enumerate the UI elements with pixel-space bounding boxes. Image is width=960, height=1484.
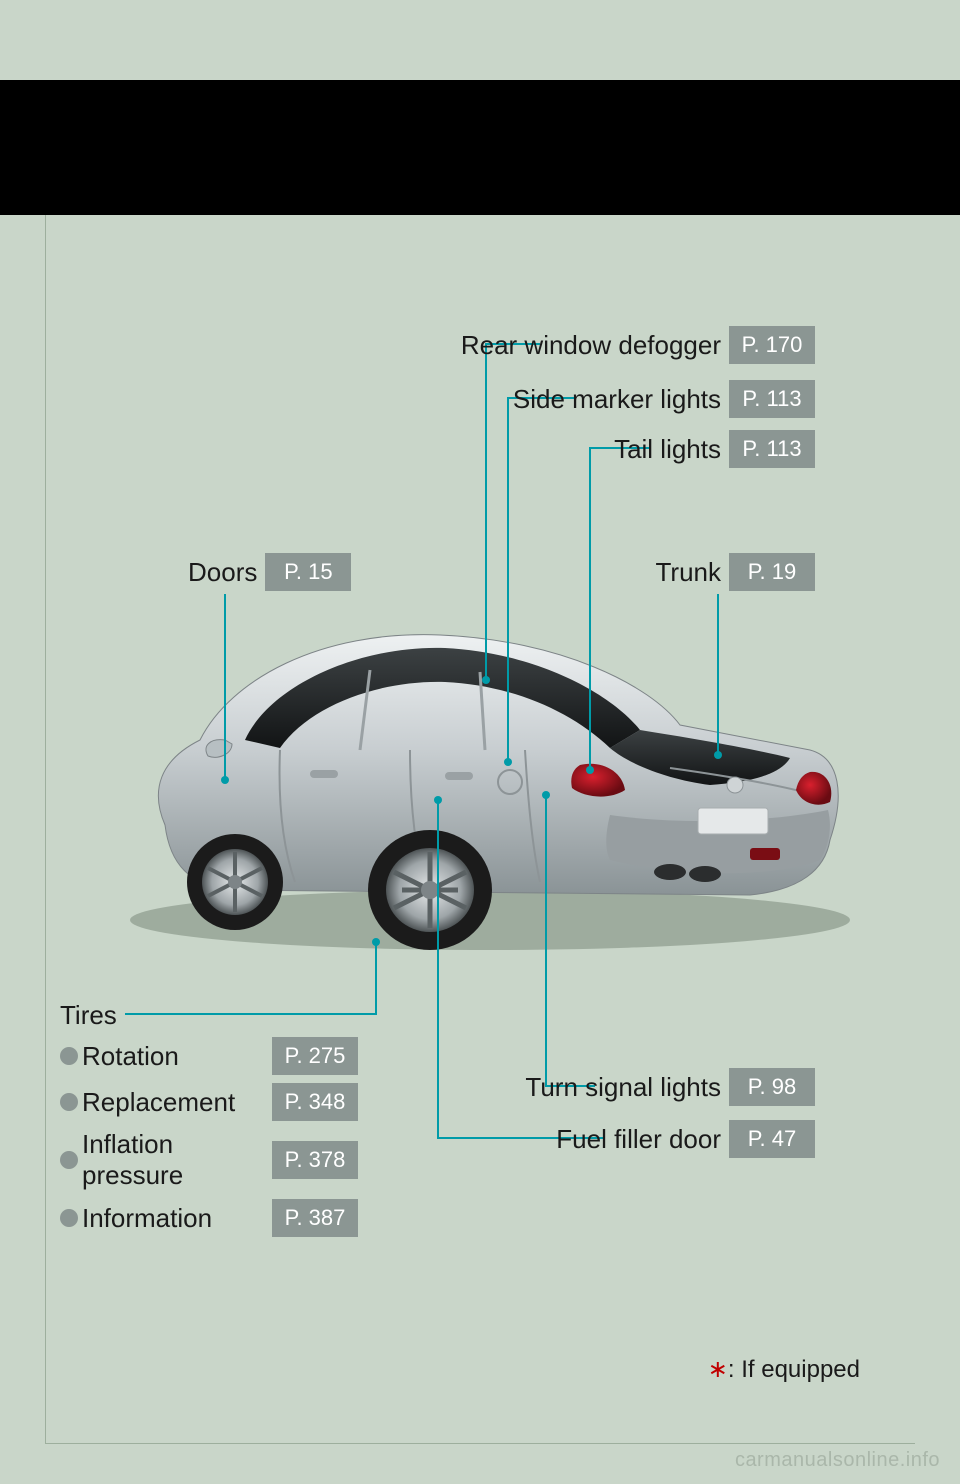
bullet-icon: [60, 1151, 78, 1169]
page-tag-rotation[interactable]: P. 275: [272, 1037, 358, 1075]
bullet-icon: [60, 1209, 78, 1227]
watermark: carmanualsonline.info: [735, 1449, 940, 1472]
callout-tail-lights: Tail lights P. 113: [614, 430, 815, 468]
page-tag-doors[interactable]: P. 15: [265, 553, 351, 591]
page-tag-side-marker-lights[interactable]: P. 113: [729, 380, 815, 418]
page-tag-information[interactable]: P. 387: [272, 1199, 358, 1237]
car-illustration: [110, 590, 860, 960]
page-tag-inflation[interactable]: P. 378: [272, 1141, 358, 1179]
callout-rear-window-defogger: Rear window defogger P. 170: [461, 326, 815, 364]
callout-side-marker-lights: Side marker lights P. 113: [513, 380, 815, 418]
tires-row-replacement: Replacement P. 348: [60, 1083, 358, 1121]
page-tag-turn-signal-lights[interactable]: P. 98: [729, 1068, 815, 1106]
label-rear-window-defogger: Rear window defogger: [461, 330, 721, 361]
footnote: ∗: If equipped: [708, 1355, 860, 1384]
footnote-text: : If equipped: [728, 1356, 860, 1383]
tires-label-rotation: Rotation: [82, 1041, 272, 1072]
page-tag-rear-window-defogger[interactable]: P. 170: [729, 326, 815, 364]
tires-row-rotation: Rotation P. 275: [60, 1037, 358, 1075]
tires-label-inflation: Inflation pressure: [82, 1129, 272, 1191]
bullet-icon: [60, 1047, 78, 1065]
page-tag-replacement[interactable]: P. 348: [272, 1083, 358, 1121]
label-tail-lights: Tail lights: [614, 434, 721, 465]
header-black-band: [0, 80, 960, 215]
tires-title: Tires: [60, 1000, 117, 1031]
bullet-icon: [60, 1093, 78, 1111]
tires-label-information: Information: [82, 1203, 272, 1234]
tires-row-inflation: Inflation pressure P. 378: [60, 1129, 358, 1191]
callout-fuel-filler-door: Fuel filler door P. 47: [556, 1120, 815, 1158]
tires-title-row: Tires: [60, 1000, 358, 1031]
page-tag-tail-lights[interactable]: P. 113: [729, 430, 815, 468]
tires-label-replacement: Replacement: [82, 1087, 272, 1118]
tires-block: Tires Rotation P. 275 Replacement P. 348…: [60, 1000, 358, 1245]
label-trunk: Trunk: [656, 557, 722, 588]
callout-trunk: Trunk P. 19: [656, 553, 816, 591]
label-fuel-filler-door: Fuel filler door: [556, 1124, 721, 1155]
callout-turn-signal-lights: Turn signal lights P. 98: [525, 1068, 815, 1106]
page-tag-fuel-filler-door[interactable]: P. 47: [729, 1120, 815, 1158]
page-tag-trunk[interactable]: P. 19: [729, 553, 815, 591]
label-turn-signal-lights: Turn signal lights: [525, 1072, 721, 1103]
tires-row-information: Information P. 387: [60, 1199, 358, 1237]
label-side-marker-lights: Side marker lights: [513, 384, 721, 415]
callout-doors: Doors P. 15: [188, 553, 351, 591]
footnote-mark: ∗: [708, 1356, 728, 1383]
label-doors: Doors: [188, 557, 257, 588]
